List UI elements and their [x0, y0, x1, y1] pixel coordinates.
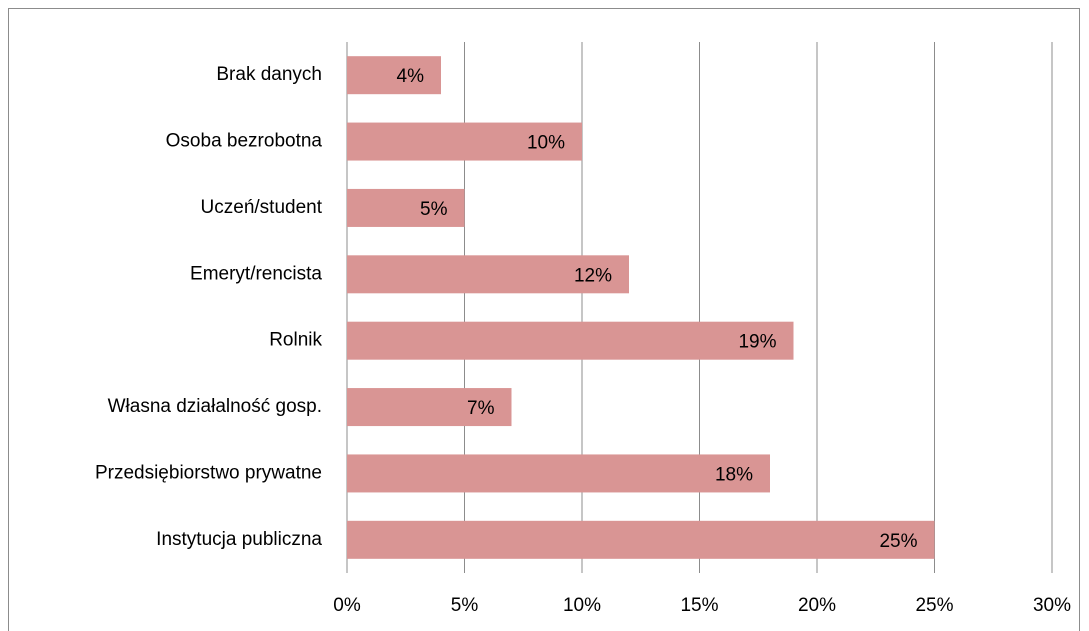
- data-label: 5%: [420, 199, 448, 220]
- x-tick-label: 30%: [1033, 595, 1071, 616]
- y-tick-label: Rolnik: [269, 330, 322, 351]
- bar: [347, 520, 935, 559]
- y-tick-label: Uczeń/student: [201, 197, 323, 218]
- data-label: 19%: [738, 332, 776, 353]
- bar: [347, 56, 441, 95]
- y-tick-label: Brak danych: [216, 64, 322, 85]
- data-label: 12%: [574, 265, 612, 286]
- bar: [347, 255, 629, 294]
- data-label: 10%: [527, 133, 565, 154]
- x-tick-label: 20%: [798, 595, 836, 616]
- y-tick-label: Instytucja publiczna: [156, 529, 322, 550]
- bar: [347, 188, 465, 227]
- y-tick-label: Emeryt/rencista: [190, 263, 322, 284]
- y-tick-label: Przedsiębiorstwo prywatne: [95, 462, 322, 483]
- bar: [347, 321, 794, 360]
- x-tick-label: 25%: [915, 595, 953, 616]
- y-tick-label: Osoba bezrobotna: [166, 131, 323, 152]
- y-tick-label: Własna działalność gosp.: [108, 396, 322, 417]
- data-label: 4%: [397, 66, 425, 87]
- x-tick-label: 5%: [451, 595, 479, 616]
- bar: [347, 122, 582, 161]
- x-tick-label: 15%: [680, 595, 718, 616]
- x-tick-label: 0%: [333, 595, 361, 616]
- data-label: 25%: [879, 531, 917, 552]
- data-label: 18%: [715, 464, 753, 485]
- bar: [347, 454, 770, 493]
- bar: [347, 388, 512, 427]
- data-label: 7%: [467, 398, 495, 419]
- x-tick-label: 10%: [563, 595, 601, 616]
